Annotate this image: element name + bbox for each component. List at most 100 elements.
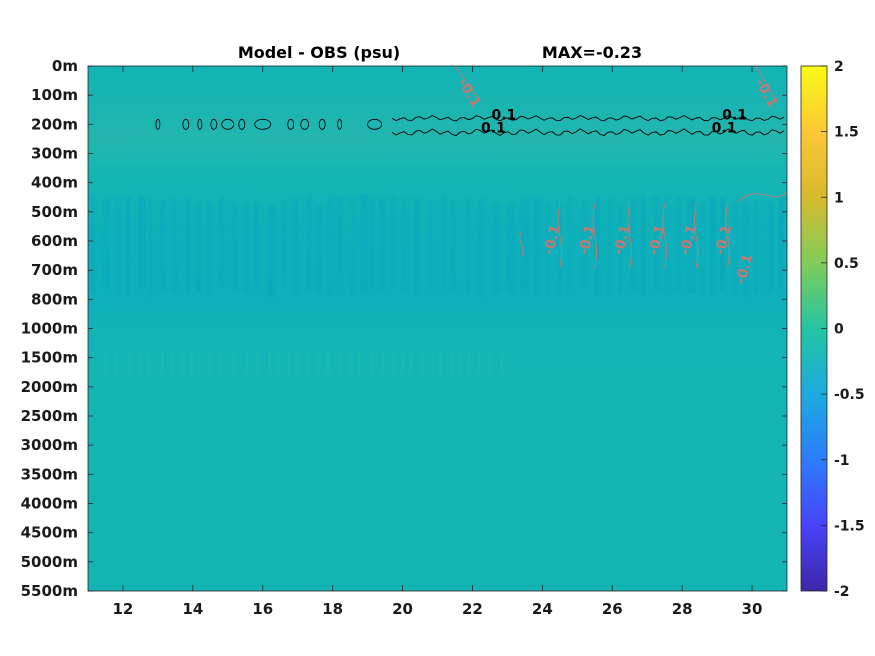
y-tick-label: 400m bbox=[31, 174, 78, 192]
contour-blob bbox=[254, 118, 272, 130]
colorbar-tick-label: -0.5 bbox=[834, 387, 865, 403]
y-tick-label: 5000m bbox=[21, 553, 78, 571]
y-tick-label: 1500m bbox=[21, 349, 78, 367]
contour-line-0.1-upper bbox=[391, 114, 785, 122]
texture-streak bbox=[327, 195, 335, 296]
y-tick-label: 0m bbox=[52, 57, 78, 75]
contour-line-neg0.1 bbox=[755, 66, 777, 104]
texture-streak bbox=[720, 197, 725, 291]
contour-line-neg0.1 bbox=[454, 66, 480, 101]
texture-streak bbox=[369, 199, 376, 289]
texture-streak bbox=[147, 351, 151, 376]
texture-streak bbox=[392, 351, 396, 376]
contour-blob bbox=[287, 118, 295, 130]
y-tick-label: 2500m bbox=[21, 407, 78, 425]
contour-label: 0.1 bbox=[491, 107, 516, 123]
texture-streak bbox=[280, 199, 287, 288]
contour-line-neg0.1 bbox=[737, 191, 787, 203]
contour-label: -0.1 bbox=[712, 223, 735, 257]
texture-streak bbox=[128, 351, 132, 376]
x-tick-label: 12 bbox=[113, 600, 134, 618]
colorbar-tick-label: -1 bbox=[834, 453, 850, 469]
plot-area: 0.10.10.10.1-0.1 -0.1-0.1 -0.1 -0.1 -0.1 -0.1… bbox=[87, 65, 788, 592]
texture-streak bbox=[427, 200, 433, 291]
texture-streak bbox=[450, 351, 454, 376]
texture-streak bbox=[104, 351, 108, 376]
colorbar-tick-label: 2 bbox=[834, 59, 844, 75]
colorbar-tick-label: -2 bbox=[834, 584, 850, 600]
contour-line-0.1-lower bbox=[391, 128, 785, 137]
texture-streak bbox=[287, 351, 291, 376]
texture-streak bbox=[450, 200, 457, 293]
y-tick-label: 3000m bbox=[21, 436, 78, 454]
texture-streak bbox=[316, 351, 320, 376]
texture-streak bbox=[180, 351, 184, 376]
colorbar-tick-label: -1.5 bbox=[834, 518, 865, 534]
texture-streak bbox=[742, 201, 749, 298]
texture-streak bbox=[709, 195, 716, 295]
contour-blob bbox=[318, 118, 326, 130]
texture-streak bbox=[139, 351, 143, 376]
y-tick-label: 500m bbox=[31, 203, 78, 221]
x-tick-label: 14 bbox=[182, 600, 203, 618]
texture-streak bbox=[640, 194, 646, 296]
texture-streak bbox=[198, 351, 202, 376]
x-tick-label: 26 bbox=[602, 600, 623, 618]
texture-streak bbox=[337, 351, 341, 376]
texture-streak bbox=[400, 195, 407, 293]
y-tick-label: 700m bbox=[31, 261, 78, 279]
contour-line-neg0.1 bbox=[662, 203, 667, 269]
texture-streak bbox=[185, 197, 190, 292]
contour-label: -0.1 bbox=[576, 223, 599, 257]
texture-streak bbox=[91, 199, 96, 294]
texture-streak bbox=[245, 351, 249, 376]
texture-streak bbox=[567, 196, 573, 293]
texture-streak bbox=[465, 199, 470, 292]
contour-line-neg0.1 bbox=[592, 203, 597, 269]
texture-streak bbox=[256, 351, 260, 376]
texture-streak bbox=[493, 203, 500, 292]
contour-blob bbox=[155, 118, 161, 130]
texture-streak bbox=[477, 351, 481, 376]
contour-blob bbox=[337, 118, 343, 130]
x-tick-label: 20 bbox=[392, 600, 413, 618]
texture-streak bbox=[207, 201, 212, 295]
contour-label: -0.1 bbox=[677, 223, 700, 257]
texture-streak bbox=[414, 198, 420, 296]
y-tick-label: 300m bbox=[31, 145, 78, 163]
texture-streak bbox=[160, 201, 165, 291]
field-background bbox=[88, 66, 787, 591]
chart-title: Model - OBS (psu) bbox=[238, 43, 400, 62]
texture-streak bbox=[500, 351, 504, 376]
contour-label: -0.1 bbox=[733, 252, 756, 286]
x-tick-label: 28 bbox=[672, 600, 693, 618]
texture-streak bbox=[115, 351, 119, 376]
contour-blob bbox=[221, 118, 235, 130]
texture-streak bbox=[232, 351, 236, 376]
contour-label: 0.1 bbox=[481, 120, 506, 136]
texture-streak bbox=[732, 202, 738, 295]
texture-streak bbox=[663, 195, 672, 295]
texture-streak bbox=[195, 203, 201, 293]
texture-streak bbox=[409, 351, 413, 376]
x-tick-label: 18 bbox=[322, 600, 343, 618]
texture-streak bbox=[401, 351, 405, 376]
y-tick-label: 600m bbox=[31, 232, 78, 250]
texture-streak bbox=[618, 203, 624, 294]
texture-streak bbox=[218, 195, 225, 289]
texture-streak bbox=[268, 204, 276, 297]
texture-streak bbox=[170, 351, 174, 376]
texture-streak bbox=[607, 198, 613, 296]
x-axis: 12 14 16 18 20 22 24 26 28 30 bbox=[113, 66, 762, 618]
contour-label: 0.1 bbox=[712, 120, 737, 136]
contour-blob bbox=[367, 118, 382, 130]
contour-blob bbox=[197, 118, 203, 130]
contour-lines bbox=[155, 66, 787, 269]
contour-label: -0.1 bbox=[611, 223, 634, 257]
colorbar-tick-label: 0.5 bbox=[834, 256, 859, 272]
contour-line-neg0.1 bbox=[557, 203, 563, 269]
texture-streak bbox=[268, 351, 272, 376]
y-tick-label: 3500m bbox=[21, 465, 78, 483]
contour-line-neg0.1 bbox=[627, 203, 632, 269]
